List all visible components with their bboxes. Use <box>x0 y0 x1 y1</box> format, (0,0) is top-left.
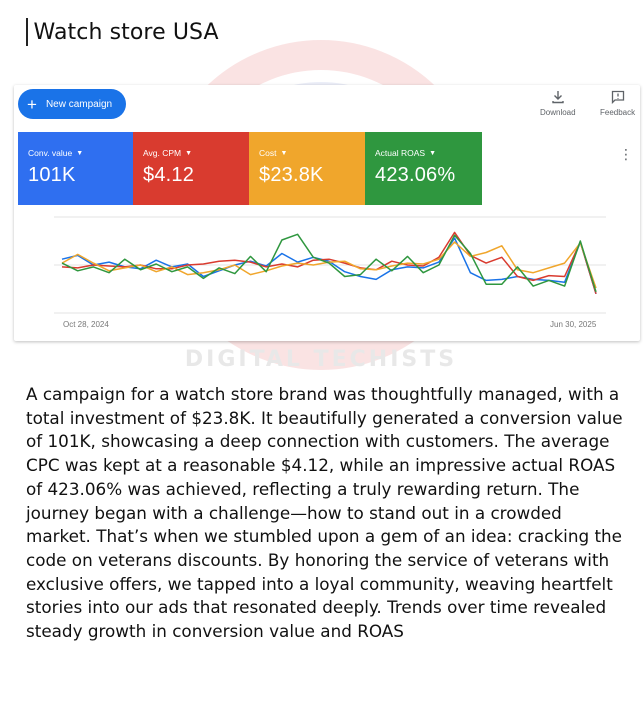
new-campaign-label: New campaign <box>45 98 113 110</box>
campaign-description: A campaign for a watch store brand was t… <box>26 384 623 642</box>
caret-down-icon: ▼ <box>76 149 84 157</box>
scorecard-avg-cpm[interactable]: Avg. CPM ▼ $4.12 <box>133 132 249 205</box>
feedback-icon <box>611 90 624 104</box>
plus-icon: + <box>27 94 37 114</box>
watermark-text: DIGITAL TECHISTS <box>185 347 457 372</box>
text-cursor <box>26 18 28 46</box>
caret-down-icon: ▼ <box>429 149 437 157</box>
scorecard-label: Conv. value <box>28 148 73 158</box>
caret-down-icon: ▼ <box>185 149 193 157</box>
scorecard-value: $23.8K <box>259 164 324 186</box>
series-line-3 <box>61 233 597 293</box>
page-title: Watch store USA <box>33 19 219 45</box>
scorecard-label: Avg. CPM <box>143 148 182 158</box>
series-line-1 <box>61 231 597 295</box>
caret-down-icon: ▼ <box>280 149 288 157</box>
download-icon <box>552 91 564 104</box>
title-area: Watch store USA <box>26 16 219 48</box>
scorecard-conv-value[interactable]: Conv. value ▼ 101K <box>18 132 133 205</box>
feedback-button[interactable]: Feedback <box>600 90 635 117</box>
scorecard-value: 423.06% <box>375 164 456 186</box>
feedback-label: Feedback <box>600 108 636 117</box>
scorecard-actual-roas[interactable]: Actual ROAS ▼ 423.06% <box>365 132 482 205</box>
download-button[interactable]: Download <box>540 90 576 117</box>
scorecard-label: Actual ROAS <box>375 148 426 158</box>
performance-line-chart <box>54 216 606 314</box>
scorecard-label: Cost <box>259 148 277 158</box>
x-axis-end-label: Jun 30, 2025 <box>550 320 597 329</box>
new-campaign-button[interactable]: + New campaign <box>18 89 126 119</box>
series-line-2 <box>61 241 597 289</box>
dashboard-card <box>14 85 640 341</box>
scorecard-cost[interactable]: Cost ▼ $23.8K <box>249 132 365 205</box>
x-axis-start-label: Oct 28, 2024 <box>63 320 109 329</box>
scorecard-value: $4.12 <box>143 164 195 186</box>
scorecard-value: 101K <box>28 164 76 186</box>
more-vertical-icon[interactable]: ⋮ <box>619 147 633 163</box>
download-label: Download <box>540 108 576 117</box>
